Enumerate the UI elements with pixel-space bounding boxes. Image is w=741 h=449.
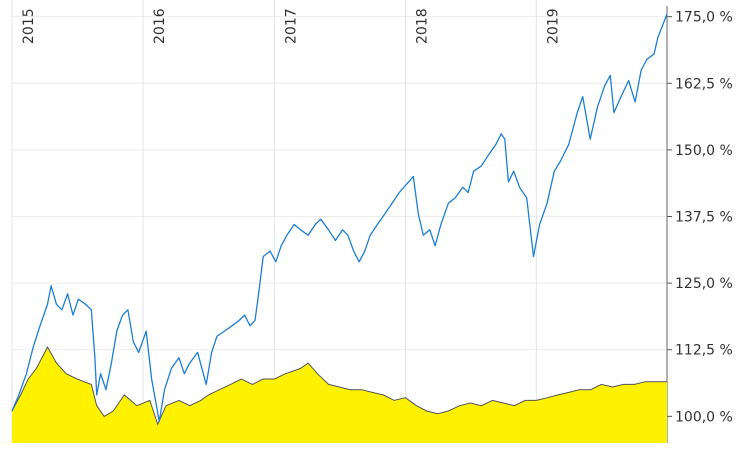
x-tick-label: 2017 bbox=[283, 8, 299, 44]
x-tick-label: 2019 bbox=[545, 8, 561, 44]
y-tick-label: 175,0 % bbox=[675, 10, 733, 26]
x-tick-label: 2016 bbox=[152, 8, 168, 44]
y-tick-label: 162,5 % bbox=[675, 76, 733, 92]
series-1-outline bbox=[11, 346, 667, 426]
x-tick-label: 2015 bbox=[21, 8, 37, 44]
area-layer bbox=[11, 346, 667, 443]
series-0-line bbox=[11, 13, 668, 423]
y-tick-label: 125,0 % bbox=[675, 276, 733, 292]
y-tick-label: 112,5 % bbox=[675, 343, 733, 359]
line-layer bbox=[11, 13, 668, 423]
x-axis: 2015 2016 2017 2018 2019 bbox=[21, 8, 561, 44]
y-axis: 100,0 % 112,5 % 125,0 % 137,5 % 150,0 % 162,5… bbox=[675, 10, 733, 426]
series-1-area bbox=[12, 347, 667, 443]
x-tick-label: 2018 bbox=[414, 8, 430, 44]
y-tick-label: 137,5 % bbox=[675, 210, 733, 226]
y-tick-label: 100,0 % bbox=[675, 409, 733, 425]
y-tick-label: 150,0 % bbox=[675, 143, 733, 159]
grid-layer bbox=[11, 0, 672, 443]
